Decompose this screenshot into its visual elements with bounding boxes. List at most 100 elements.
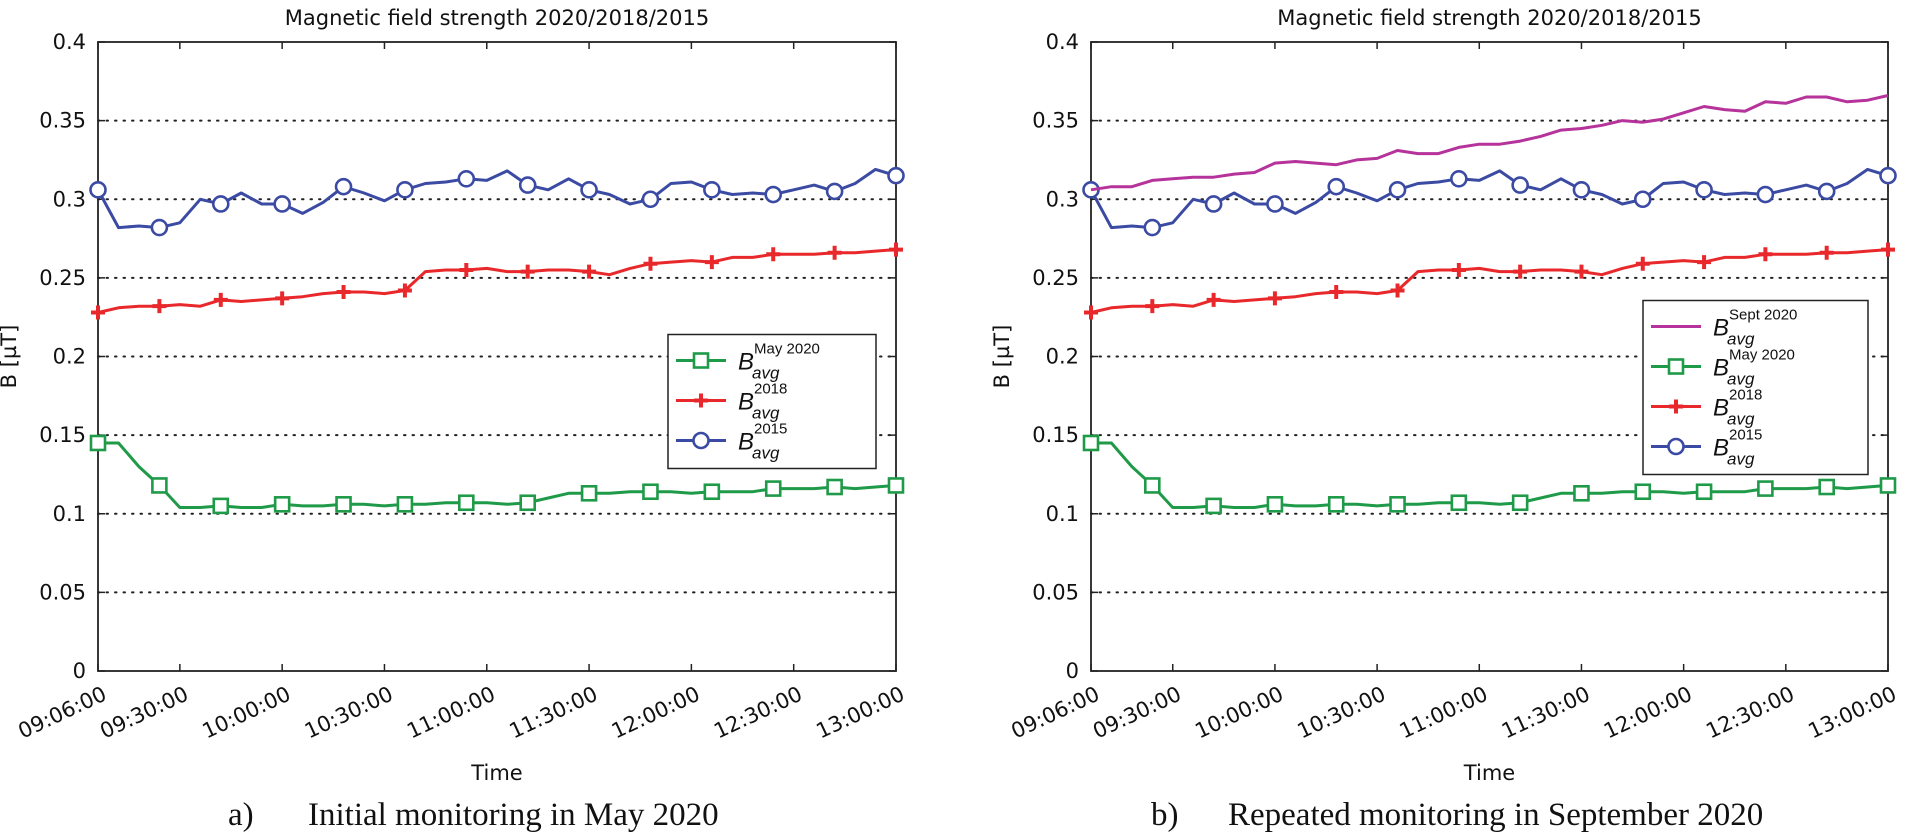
x-tick-label: 12:30:00 [1702, 682, 1798, 744]
legend-label-sub: avg [1727, 370, 1755, 389]
x-tick-label: 10:30:00 [301, 682, 397, 744]
data-point [580, 181, 598, 199]
data-point [1327, 177, 1346, 196]
y-tick-label: 0.05 [39, 580, 86, 604]
legend-swatch-marker [694, 393, 708, 408]
data-point [1082, 434, 1100, 452]
legend-label: B [738, 429, 754, 456]
data-point [273, 496, 291, 513]
legend-swatch-marker [692, 431, 710, 450]
y-tick-label: 0.4 [53, 30, 86, 54]
data-point [1695, 483, 1713, 501]
data-point [1574, 264, 1589, 279]
data-point [1450, 494, 1468, 512]
data-point [703, 181, 721, 199]
y-tick-label: 0 [1066, 659, 1079, 683]
plot-frame [97, 41, 897, 672]
legend-label-sup: May 2020 [1729, 347, 1795, 364]
x-tick-label: 09:06:00 [1007, 682, 1103, 744]
data-point [580, 485, 598, 502]
x-tick-label: 10:30:00 [1294, 682, 1390, 744]
data-point [1451, 263, 1466, 278]
legend-label: B [738, 389, 754, 416]
data-point [1144, 477, 1161, 494]
data-point [1757, 480, 1774, 497]
series-line [97, 248, 897, 314]
legend-label-sup: May 2020 [754, 341, 820, 358]
series-line [96, 167, 897, 230]
y-tick-label: 0.35 [39, 109, 86, 133]
x-tick-label: 11:30:00 [506, 682, 602, 744]
data-point [334, 177, 353, 196]
series-sept-2020 [1090, 94, 1889, 192]
data-point [336, 285, 351, 300]
data-point [152, 299, 167, 314]
data-point [1879, 166, 1897, 185]
data-point [396, 181, 414, 199]
data-point [213, 292, 228, 307]
chart-panel-b: 0 0.05 0.1 0.15 0.2 0.25 0.3 0.35 0.4 09:06:0009:… [990, 6, 1900, 833]
legend-label-sup: Sept 2020 [1729, 307, 1797, 324]
y-tick-label: 0.3 [1046, 187, 1079, 211]
legend-label-sub: avg [752, 364, 780, 383]
y-tick-label: 0.2 [1046, 345, 1079, 369]
y-tick-label: 0.25 [1032, 266, 1079, 290]
y-axis-label: B [µT] [0, 325, 21, 389]
legend-swatch-marker [692, 352, 710, 369]
data-point [764, 185, 783, 204]
data-point [643, 256, 658, 271]
data-point [1266, 496, 1284, 513]
series-2015 [1082, 166, 1897, 237]
legend-label-sup: 2015 [754, 421, 787, 438]
series-line [1090, 94, 1889, 192]
legend-swatch-marker [1667, 358, 1685, 375]
data-point [458, 494, 475, 512]
data-point [1881, 242, 1895, 257]
data-point [211, 195, 230, 213]
data-point [1572, 181, 1591, 199]
data-point [396, 496, 414, 513]
figure-caption-letter: a) [228, 797, 254, 833]
series-2018 [1084, 242, 1895, 320]
x-tick-label: 13:00:00 [812, 682, 908, 744]
data-point [1389, 496, 1406, 513]
chart-panel-a: 0 0.05 0.1 0.15 0.2 0.25 0.3 0.35 0.4 09:06:0009:… [0, 6, 908, 833]
data-point [518, 176, 537, 194]
data-point [519, 494, 536, 512]
data-point [825, 182, 844, 201]
data-point [1145, 299, 1160, 314]
data-point [1266, 195, 1284, 213]
data-point [1635, 256, 1650, 271]
data-point [1695, 181, 1713, 199]
legend-label-sub: avg [752, 444, 780, 463]
data-point [273, 195, 291, 213]
legend-label-sub: avg [1727, 410, 1755, 429]
data-point [1511, 176, 1529, 194]
x-tick-label: 09:06:00 [14, 682, 110, 744]
data-point [1206, 292, 1221, 307]
data-point [764, 480, 782, 497]
data-point [1634, 483, 1652, 501]
data-point [150, 218, 169, 237]
data-point [1633, 190, 1652, 209]
data-point [1758, 247, 1773, 262]
legend-label-sub: avg [1727, 450, 1755, 469]
data-point [889, 242, 903, 257]
y-tick-label: 0.05 [1032, 580, 1079, 604]
y-tick-label: 0.25 [39, 266, 86, 290]
legend-label-sub: avg [1727, 330, 1755, 349]
data-point [151, 477, 168, 494]
data-point [887, 166, 905, 185]
series-line [1091, 441, 1889, 509]
data-point [826, 478, 843, 496]
y-tick-label: 0.3 [53, 187, 86, 211]
x-tick-label: 12:00:00 [1600, 682, 1696, 744]
x-tick-label: 11:30:00 [1498, 682, 1594, 744]
x-tick-label: 13:00:00 [1804, 682, 1900, 744]
data-point [827, 245, 842, 260]
